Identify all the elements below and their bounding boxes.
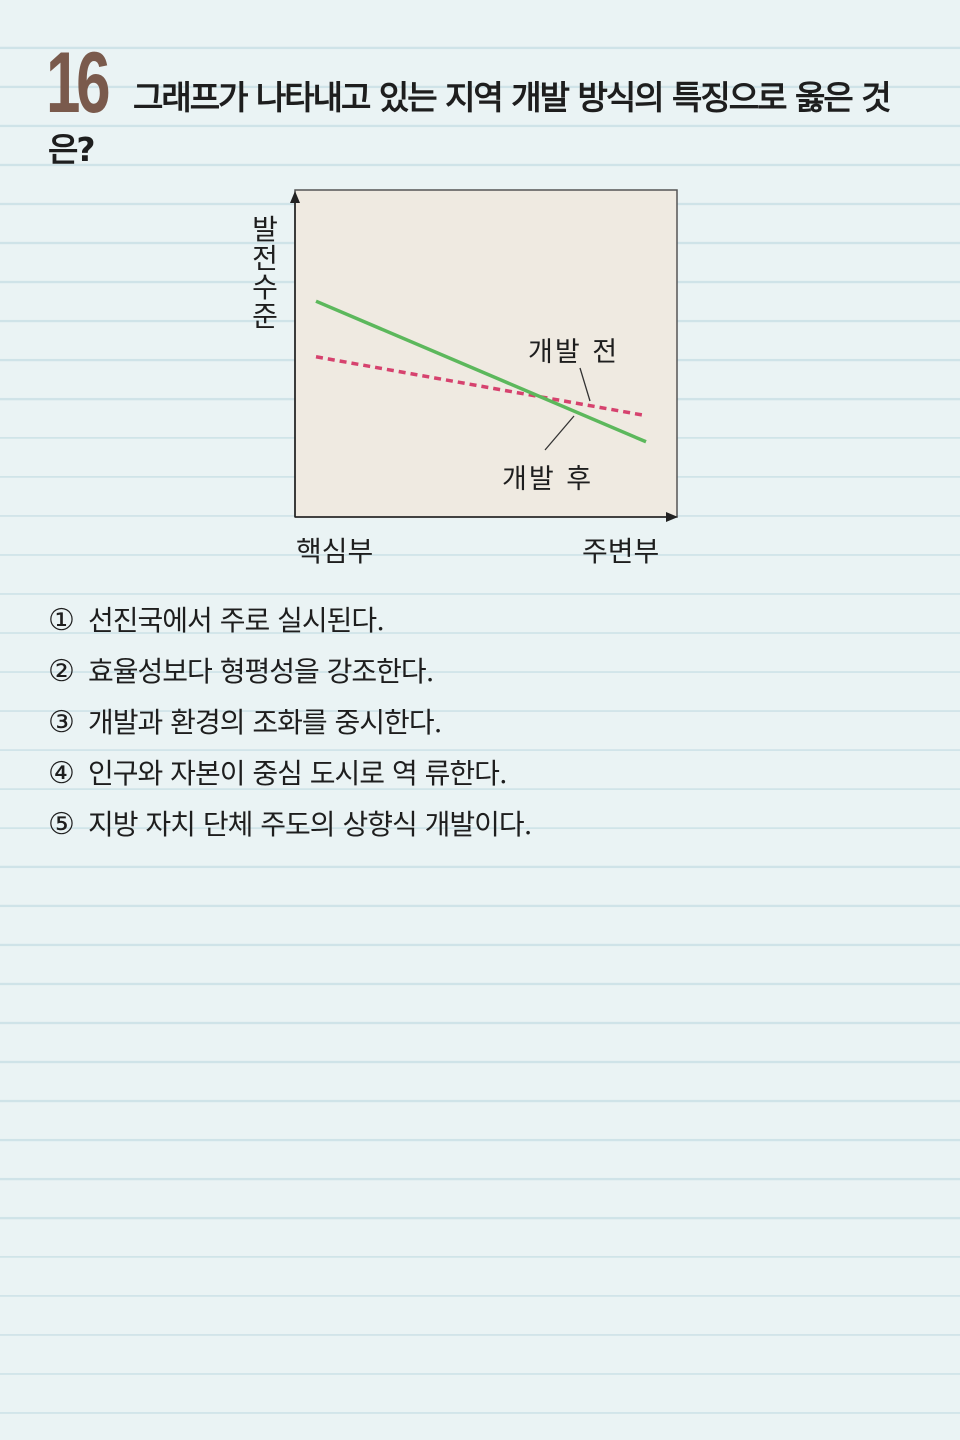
- choice-marker: ④: [48, 756, 75, 791]
- choice-5[interactable]: ⑤ 지방 자치 단체 주도의 상향식 개발이다.: [48, 801, 533, 852]
- question-text: 그래프가 나타내고 있는 지역 개발 방식의 특징으로 옳은 것: [133, 78, 892, 117]
- leader-after: [544, 415, 575, 451]
- choice-text: 효율성보다 형평성을 강조한다.: [88, 655, 435, 688]
- series-label-before: 개발 전: [528, 337, 620, 368]
- x-label-core: 핵심부: [296, 535, 374, 568]
- choice-marker: ②: [48, 654, 75, 689]
- development-chart: 발전 수준 핵심부 주변부 개발 전 개발 후: [240, 185, 700, 575]
- series-label-after: 개발 후: [502, 464, 594, 495]
- y-axis-arrow: [290, 191, 300, 203]
- chart-svg: [290, 189, 678, 522]
- series-layer: [315, 299, 647, 444]
- choice-text: 인구와 자본이 중심 도시로 역 류한다.: [88, 757, 508, 790]
- leader-before: [579, 367, 591, 402]
- choice-marker: ③: [48, 705, 75, 740]
- choice-marker: ⑤: [48, 807, 75, 842]
- question-text-continued: 은?: [48, 130, 95, 169]
- choice-list: ① 선진국에서 주로 실시된다. ② 효율성보다 형평성을 강조한다. ③ 개발과 환…: [48, 597, 533, 852]
- choice-1[interactable]: ① 선진국에서 주로 실시된다.: [48, 597, 532, 648]
- x-label-periphery: 주변부: [582, 535, 660, 568]
- series-line-1: [315, 355, 647, 418]
- choice-text: 개발과 환경의 조화를 중시한다.: [88, 706, 442, 739]
- choice-4[interactable]: ④ 인구와 자본이 중심 도시로 역 류한다.: [48, 750, 532, 801]
- series-line-2: [315, 299, 647, 444]
- choice-text: 선진국에서 주로 실시된다.: [88, 604, 385, 637]
- plot-area: [294, 189, 678, 518]
- choice-3[interactable]: ③ 개발과 환경의 조화를 중시한다.: [48, 699, 532, 750]
- choice-text: 지방 자치 단체 주도의 상향식 개발이다.: [88, 808, 533, 841]
- y-axis-label: 발전 수준: [252, 213, 278, 333]
- question-number: 16: [46, 35, 111, 131]
- choice-2[interactable]: ② 효율성보다 형평성을 강조한다.: [48, 648, 532, 699]
- x-axis-arrow: [666, 512, 678, 522]
- choice-marker: ①: [48, 603, 75, 638]
